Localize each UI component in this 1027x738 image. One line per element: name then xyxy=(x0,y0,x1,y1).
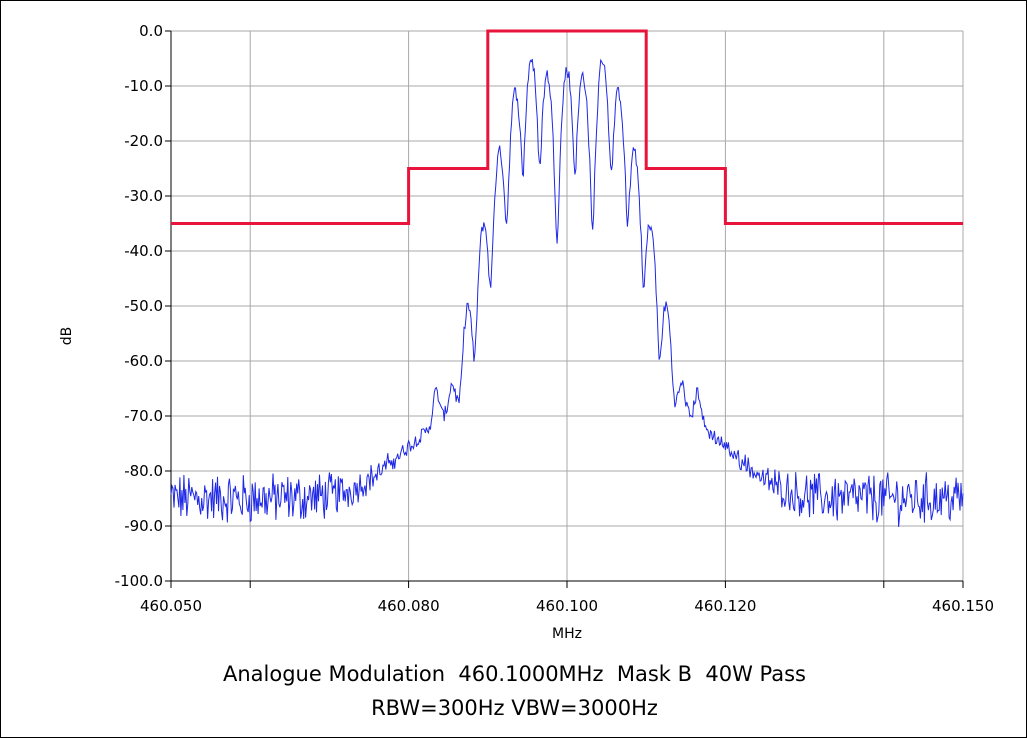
y-tick-label: -20.0 xyxy=(124,132,163,150)
chart-title: Analogue Modulation 460.1000MHz Mask B 4… xyxy=(223,662,806,686)
axes xyxy=(165,30,964,588)
x-tick-label: 460.120 xyxy=(694,597,756,615)
y-tick-label: -10.0 xyxy=(124,77,163,95)
chart-subtitle: RBW=300Hz VBW=3000Hz xyxy=(371,696,658,720)
x-tick-label: 460.150 xyxy=(932,597,994,615)
x-tick-label: 460.080 xyxy=(378,597,440,615)
x-axis-label: MHz xyxy=(552,626,582,642)
chart-caption: Analogue Modulation 460.1000MHz Mask B 4… xyxy=(1,657,1027,725)
y-tick-label: -40.0 xyxy=(124,242,163,260)
plot-svg: 0.0 -10.0 -20.0 -30.0 -40.0 -50.0 -60.0 -70.0 -8… xyxy=(59,22,994,642)
y-tick-label: -60.0 xyxy=(124,352,163,370)
x-tick-label: 460.050 xyxy=(140,597,202,615)
mask-line xyxy=(171,29,963,225)
y-tick-label: -80.0 xyxy=(124,462,163,480)
spectrum-trace xyxy=(170,58,964,527)
tick-labels: 0.0 -10.0 -20.0 -30.0 -40.0 -50.0 -60.0 -70.0 -8… xyxy=(115,22,994,615)
y-tick-label: 0.0 xyxy=(139,22,163,40)
x-tick-label: 460.100 xyxy=(536,597,598,615)
series xyxy=(170,29,964,527)
y-tick-label: -50.0 xyxy=(124,297,163,315)
y-tick-label: -90.0 xyxy=(124,517,163,535)
y-axis-label: dB xyxy=(59,327,75,346)
y-tick-label: -30.0 xyxy=(124,187,163,205)
y-tick-label: -70.0 xyxy=(124,407,163,425)
y-tick-label: -100.0 xyxy=(115,572,163,590)
